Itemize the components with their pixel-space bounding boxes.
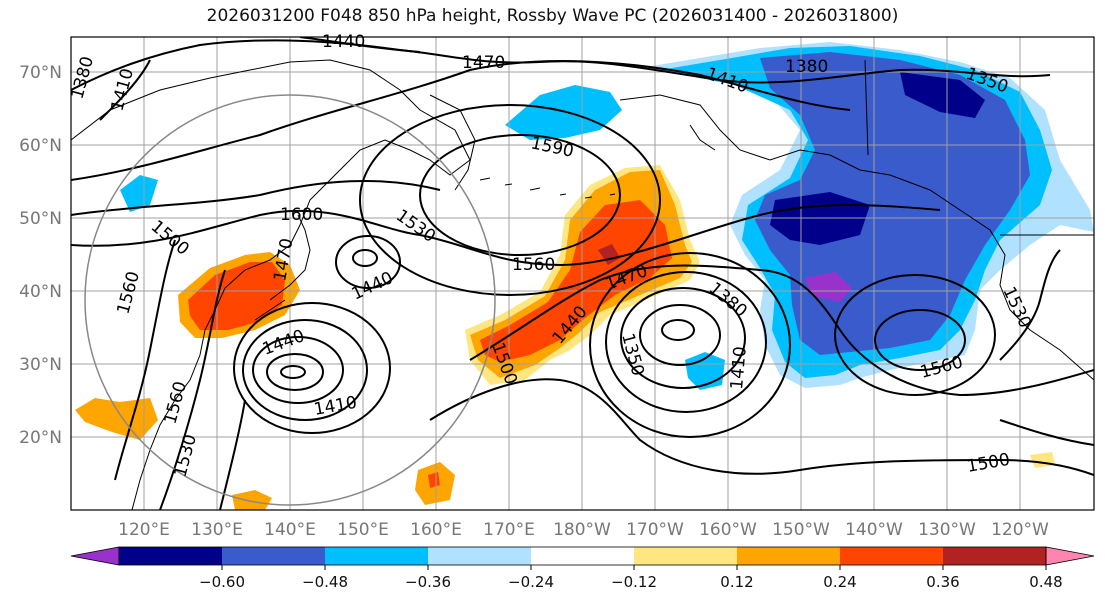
contour-label: 1470 <box>462 53 505 73</box>
coastlines <box>71 59 1094 510</box>
latitude-label: 20°N <box>19 428 62 448</box>
colorbar-segment <box>840 547 943 565</box>
longitude-label: 140°W <box>845 520 903 540</box>
contour-label: 1600 <box>280 205 323 225</box>
contour-labels: 1440 1470 1380 1410 1380 1410 1350 1590 … <box>68 32 1035 479</box>
map-title: 2026031200 F048 850 hPa height, Rossby W… <box>206 6 899 26</box>
colorbar-tick-label: 0.48 <box>1029 573 1062 591</box>
latitude-label: 60°N <box>19 136 62 156</box>
colorbar-segment <box>737 547 840 565</box>
colorbar-tick-label: −0.60 <box>199 573 245 591</box>
colorbar-tick-label: 0.36 <box>926 573 959 591</box>
colorbar-tick-label: 0.24 <box>823 573 856 591</box>
latitude-label: 70°N <box>19 63 62 83</box>
contour-label: 1440 <box>322 32 365 52</box>
longitude-labels: 120°E 130°E 140°E 150°E 160°E 170°E 180°W 170°W… <box>118 520 1049 540</box>
contour-label: 1410 <box>727 346 751 391</box>
longitude-label: 130°E <box>191 520 243 540</box>
colorbar-tick-label: −0.48 <box>302 573 348 591</box>
colorbar-segment <box>119 547 222 565</box>
colorbar-outline <box>118 546 1047 566</box>
longitude-label: 180°W <box>553 520 611 540</box>
longitude-label: 130°W <box>918 520 976 540</box>
longitude-label: 150°E <box>337 520 389 540</box>
longitude-label: 150°W <box>772 520 830 540</box>
contour-label: 1560 <box>512 255 555 275</box>
colorbar-segment <box>943 547 1046 565</box>
latitude-label: 50°N <box>19 209 62 229</box>
longitude-label: 120°E <box>118 520 170 540</box>
negative-anomaly-shading <box>120 42 1094 390</box>
map-border <box>70 36 1095 511</box>
latitude-label: 40°N <box>19 282 62 302</box>
longitude-label: 160°E <box>410 520 462 540</box>
reference-circle <box>84 94 496 506</box>
longitude-label: 120°W <box>991 520 1049 540</box>
longitude-label: 170°E <box>483 520 535 540</box>
colorbar-tick-label: −0.12 <box>611 573 657 591</box>
contour-label: 1380 <box>785 57 828 77</box>
colorbar-tick-label: −0.24 <box>508 573 554 591</box>
colorbar-segment <box>222 547 325 565</box>
longitude-label: 170°W <box>626 520 684 540</box>
colorbar-segment <box>634 547 737 565</box>
latitude-labels: 70°N 60°N 50°N 40°N 30°N 20°N <box>19 63 62 448</box>
colorbar-segment <box>531 547 634 565</box>
colorbar-extend-high <box>1045 546 1095 566</box>
longitude-label: 140°E <box>264 520 316 540</box>
height-contours <box>71 37 1094 510</box>
colorbar: −0.60 −0.48 −0.36 −0.24 −0.12 0.12 0.24 0.36 0.4… <box>70 546 1095 591</box>
colorbar-extend-low <box>70 546 120 566</box>
longitude-label: 160°W <box>699 520 757 540</box>
colorbar-tick-label: 0.12 <box>720 573 753 591</box>
colorbar-tick-label: −0.36 <box>405 573 451 591</box>
colorbar-segment <box>428 547 531 565</box>
colorbar-segment <box>325 547 428 565</box>
latitude-label: 30°N <box>19 355 62 375</box>
